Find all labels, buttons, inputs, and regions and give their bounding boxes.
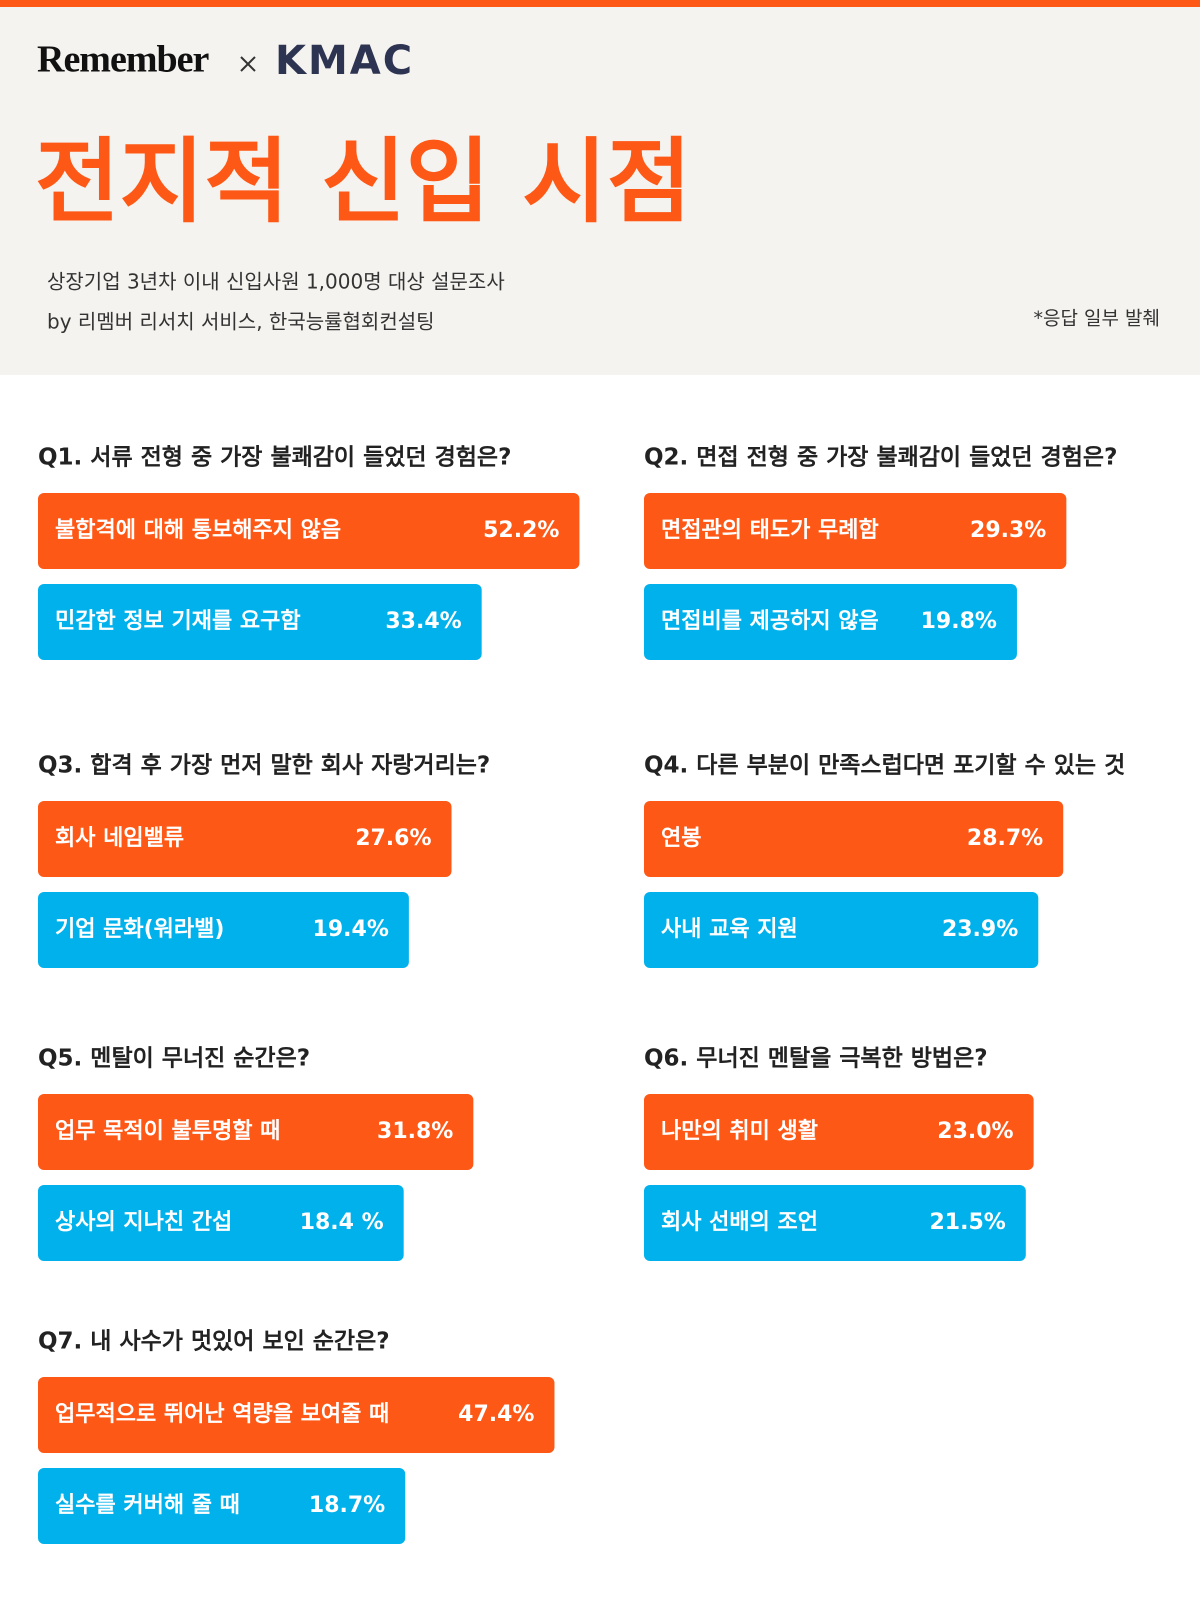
bar-label: 면접비를 제공하지 않음 bbox=[661, 609, 879, 634]
value-label: 23.9% bbox=[942, 917, 1018, 942]
note: *응답 일부 발췌 bbox=[1034, 308, 1160, 330]
bar-label: 실수를 커버해 줄 때 bbox=[55, 1493, 240, 1518]
header-bg bbox=[0, 0, 1200, 375]
subtitle: by 리멤버 리서치 서비스, 한국능률협회컨설팅 bbox=[47, 310, 435, 334]
bar bbox=[644, 493, 1067, 569]
bar bbox=[644, 892, 1039, 968]
bar bbox=[38, 892, 409, 968]
bar-label: 상사의 지나친 간섭 bbox=[55, 1210, 232, 1235]
top-stripe bbox=[0, 0, 1200, 7]
question-title: Q7. 내 사수가 멋있어 보인 순간은? bbox=[38, 1329, 390, 1355]
cross-icon bbox=[240, 56, 256, 72]
value-label: 18.4 % bbox=[300, 1210, 384, 1235]
value-label: 18.7% bbox=[309, 1493, 385, 1518]
bar bbox=[38, 801, 452, 877]
bar bbox=[38, 493, 580, 569]
bar bbox=[644, 801, 1064, 877]
question-title: Q5. 멘탈이 무너진 순간은? bbox=[38, 1046, 310, 1072]
bar-label: 연봉 bbox=[661, 826, 701, 851]
bar-label: 면접관의 태도가 무례함 bbox=[661, 518, 879, 543]
bar-label: 사내 교육 지원 bbox=[661, 917, 798, 942]
partner: KMAC bbox=[275, 38, 414, 84]
brand: Remember bbox=[37, 39, 209, 81]
value-label: 33.4% bbox=[385, 609, 461, 634]
value-label: 21.5% bbox=[929, 1210, 1005, 1235]
value-label: 19.4% bbox=[313, 917, 389, 942]
bar bbox=[38, 1094, 474, 1170]
question-title: Q6. 무너진 멘탈을 극복한 방법은? bbox=[644, 1046, 988, 1072]
bar-label: 나만의 취미 생활 bbox=[661, 1119, 818, 1144]
value-label: 23.0% bbox=[937, 1119, 1013, 1144]
bar bbox=[38, 1377, 555, 1453]
bar bbox=[38, 1468, 406, 1544]
value-label: 47.4% bbox=[458, 1402, 534, 1427]
question-title: Q3. 합격 후 가장 먼저 말한 회사 자랑거리는? bbox=[38, 753, 490, 779]
bar-label: 업무 목적이 불투명할 때 bbox=[55, 1119, 280, 1144]
bar bbox=[38, 1185, 404, 1261]
question-title: Q1. 서류 전형 중 가장 불쾌감이 들었던 경험은? bbox=[38, 445, 511, 471]
question-title: Q2. 면접 전형 중 가장 불쾌감이 들었던 경험은? bbox=[644, 445, 1117, 471]
value-label: 28.7% bbox=[967, 826, 1043, 851]
bar bbox=[644, 1185, 1026, 1261]
bar-label: 회사 선배의 조언 bbox=[661, 1210, 818, 1235]
value-label: 52.2% bbox=[483, 518, 559, 543]
value-label: 19.8% bbox=[921, 609, 997, 634]
bar-label: 불합격에 대해 통보해주지 않음 bbox=[55, 517, 341, 543]
question-title: Q4. 다른 부분이 만족스럽다면 포기할 수 있는 것 bbox=[644, 753, 1125, 779]
value-label: 31.8% bbox=[377, 1119, 453, 1144]
bar bbox=[644, 584, 1017, 660]
subtitle: 상장기업 3년차 이내 신입사원 1,000명 대상 설문조사 bbox=[47, 270, 505, 294]
bar-label: 업무적으로 뛰어난 역량을 보여줄 때 bbox=[55, 1402, 389, 1427]
bar-label: 민감한 정보 기재를 요구함 bbox=[55, 609, 301, 634]
value-label: 27.6% bbox=[355, 826, 431, 851]
bar bbox=[644, 1094, 1034, 1170]
main-title: 전지적 신입 시점 bbox=[35, 128, 692, 235]
bar-label: 기업 문화(워라밸) bbox=[55, 917, 224, 942]
value-label: 29.3% bbox=[970, 518, 1046, 543]
bar bbox=[38, 584, 482, 660]
bar-label: 회사 네임밸류 bbox=[55, 826, 184, 851]
